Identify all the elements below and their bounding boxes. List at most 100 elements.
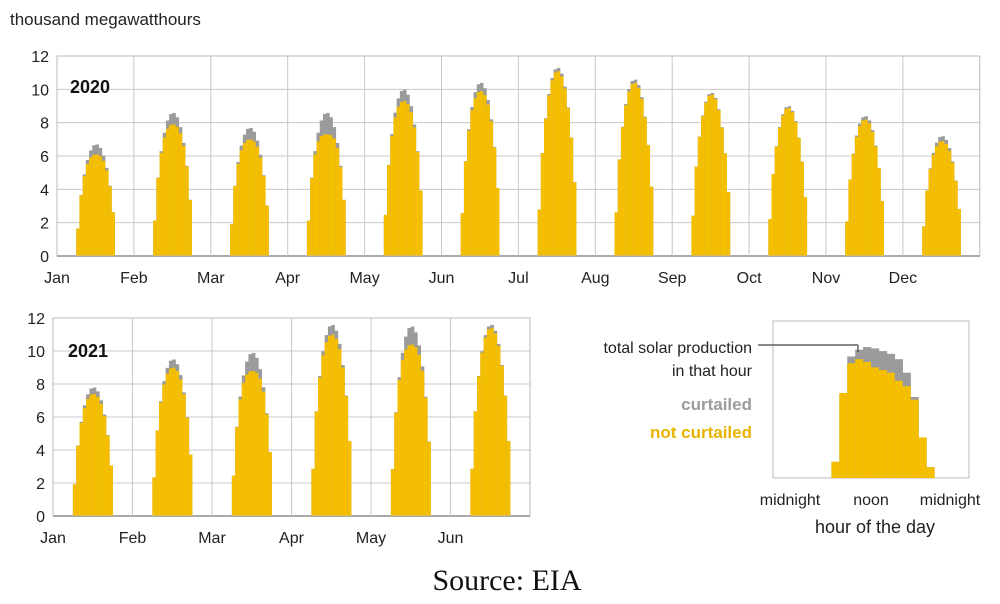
not-curtailed-bar <box>175 371 180 516</box>
legend-xtick-midnight-start: midnight <box>760 492 821 509</box>
not-curtailed-bar <box>630 84 635 257</box>
grid-2021 <box>53 318 530 517</box>
not-curtailed-bar <box>261 391 266 516</box>
not-curtailed-bar <box>950 162 955 256</box>
not-curtailed-bar <box>178 133 183 256</box>
legend-not-curtailed-bar <box>886 372 896 478</box>
legend-not-curtailed-bar <box>894 380 903 478</box>
not-curtailed-bar <box>627 91 631 257</box>
legend-xlabel: hour of the day <box>815 517 935 537</box>
annotation-total-line2: in that hour <box>672 363 753 380</box>
not-curtailed-bar <box>155 430 160 516</box>
month-profile-aug <box>614 79 654 257</box>
not-curtailed-bar <box>394 412 398 516</box>
not-curtailed-bar <box>870 131 875 256</box>
not-curtailed-bar <box>427 441 431 516</box>
bars-2020 <box>76 67 961 257</box>
not-curtailed-bar <box>248 371 253 516</box>
y-tick-label: 10 <box>27 344 45 361</box>
not-curtailed-bar <box>931 154 936 256</box>
not-curtailed-bar <box>614 212 619 256</box>
not-curtailed-bar <box>393 117 397 257</box>
not-curtailed-bar <box>387 165 391 256</box>
not-curtailed-bar <box>649 186 654 256</box>
not-curtailed-bar <box>877 168 881 256</box>
month-profile-apr <box>306 112 346 256</box>
legend-panel: total solar production in that hour curt… <box>603 320 981 537</box>
not-curtailed-bar <box>156 177 160 256</box>
not-curtailed-bar <box>566 108 570 256</box>
not-curtailed-bar <box>793 122 798 256</box>
not-curtailed-bar <box>934 146 939 256</box>
not-curtailed-bar <box>922 226 926 256</box>
not-curtailed-bar <box>185 417 190 516</box>
not-curtailed-bar <box>102 416 107 516</box>
not-curtailed-bar <box>324 342 329 516</box>
not-curtailed-bar <box>636 87 641 257</box>
not-curtailed-bar <box>397 379 402 516</box>
not-curtailed-bar <box>230 224 234 256</box>
not-curtailed-bar <box>476 92 481 256</box>
not-curtailed-bar <box>241 382 246 516</box>
not-curtailed-bar <box>473 411 478 516</box>
not-curtailed-bar <box>787 107 792 256</box>
not-curtailed-bar <box>547 95 551 256</box>
x-tick-label: Jul <box>508 270 528 287</box>
not-curtailed-bar <box>486 329 491 516</box>
not-curtailed-bar <box>236 163 240 256</box>
x-tick-label: May <box>356 530 386 547</box>
not-curtailed-bar <box>633 82 638 256</box>
not-curtailed-bar <box>329 135 333 256</box>
not-curtailed-bar <box>726 191 731 256</box>
y-ticks-2020: 0 2 4 6 8 10 12 <box>31 49 49 266</box>
bars-2021 <box>72 324 511 516</box>
not-curtailed-bar <box>496 345 501 516</box>
not-curtailed-bar <box>404 349 408 516</box>
month-profile-nov <box>845 116 884 257</box>
not-curtailed-bar <box>383 214 388 256</box>
not-curtailed-bar <box>310 178 314 256</box>
x-tick-label: Jan <box>44 270 70 287</box>
month-profile-sep <box>691 92 731 257</box>
not-curtailed-bar <box>188 199 192 256</box>
month-profile-may <box>390 326 431 516</box>
not-curtailed-bar <box>108 186 112 256</box>
not-curtailed-bar <box>79 422 84 516</box>
not-curtailed-bar <box>311 468 315 516</box>
not-curtailed-bar <box>845 221 849 256</box>
not-curtailed-bar <box>480 352 484 516</box>
not-curtailed-bar <box>867 123 872 256</box>
not-curtailed-bar <box>322 134 327 256</box>
x-tick-label: Feb <box>119 530 147 547</box>
not-curtailed-bar <box>417 354 421 516</box>
not-curtailed-bar <box>251 370 256 516</box>
legend-day-profile <box>831 347 935 478</box>
not-curtailed-bar <box>473 98 478 256</box>
not-curtailed-bar <box>540 153 545 256</box>
not-curtailed-bar <box>106 435 110 516</box>
not-curtailed-bar <box>85 163 90 256</box>
x-tick-label: Mar <box>198 530 226 547</box>
month-profile-feb <box>152 359 193 516</box>
not-curtailed-bar <box>477 376 481 516</box>
y-tick-label: 10 <box>31 82 49 99</box>
not-curtailed-bar <box>321 355 325 516</box>
not-curtailed-bar <box>265 414 269 516</box>
legend-not-curtailed-bar <box>847 363 856 478</box>
not-curtailed-bar <box>185 166 189 256</box>
not-curtailed-bar <box>334 338 339 516</box>
not-curtailed-bar <box>784 108 788 256</box>
not-curtailed-bar <box>544 118 548 256</box>
not-curtailed-bar <box>537 209 542 256</box>
not-curtailed-bar <box>713 99 718 256</box>
legend-not-curtailed-bar <box>871 367 880 478</box>
not-curtailed-bar <box>258 157 263 256</box>
y-tick-label: 0 <box>36 509 45 526</box>
not-curtailed-bar <box>410 344 415 516</box>
not-curtailed-bar <box>327 335 332 516</box>
not-curtailed-bar <box>493 333 498 516</box>
y-tick-label: 12 <box>27 311 45 328</box>
year-label-2020: 2020 <box>70 77 110 97</box>
not-curtailed-bar <box>467 130 471 256</box>
not-curtailed-bar <box>944 143 949 256</box>
